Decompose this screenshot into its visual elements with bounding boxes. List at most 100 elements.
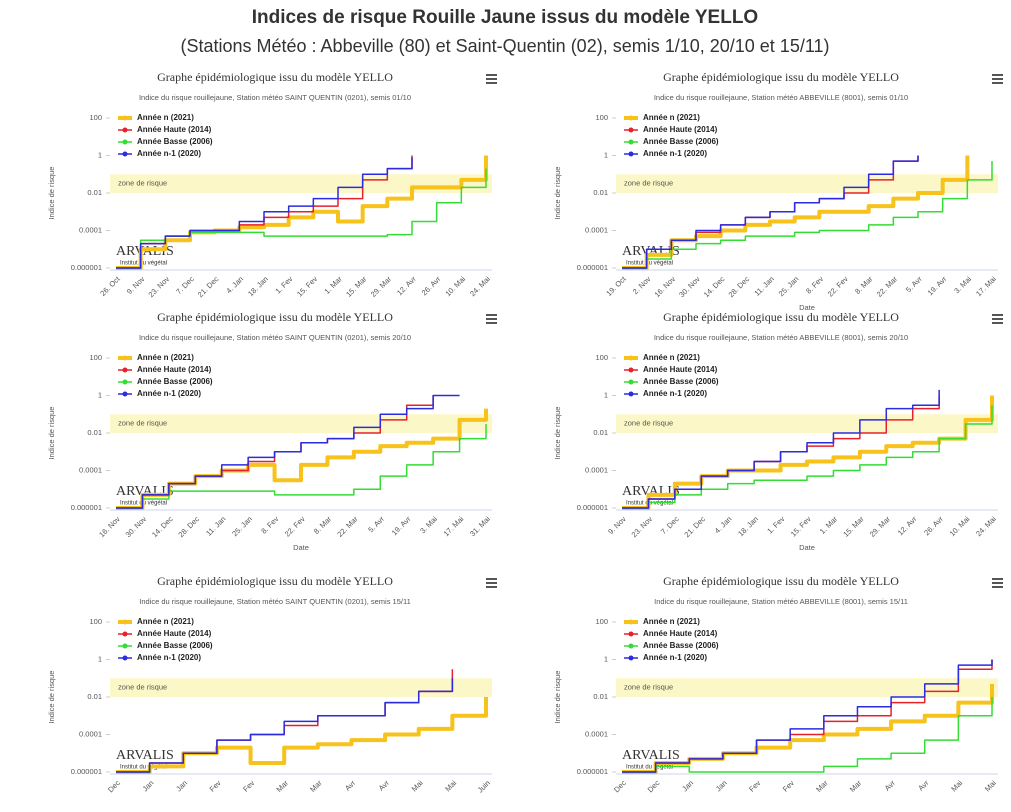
chart-subtitle: Indice du risque rouillejaune, Station m… [139,333,411,342]
x-tick-label: 4. Jan [713,514,734,535]
legend-marker [628,655,634,661]
series-line [116,155,488,270]
chart-panel: Graphe épidémiologique issu du modèle YE… [47,310,497,552]
y-tick-label: 100 [595,617,608,626]
legend-marker [122,151,128,157]
x-tick-label: 23. Nov [630,514,655,539]
menu-icon-bar [486,582,497,584]
y-tick-label: 0.000001 [577,767,608,776]
y-tick-label: 1 [604,654,608,663]
legend-label: Année Haute (2014) [137,365,212,374]
y-axis-title: Indice de risque [553,671,562,724]
legend-label: Année Haute (2014) [643,629,718,638]
x-tick-label: 30. Nov [124,514,149,539]
x-tick-label: Jan [174,778,189,793]
x-tick-label: 11. Jan [752,274,775,297]
risk-zone [616,678,998,697]
risk-zone [616,414,998,433]
logo-name: ARVALIS [622,484,680,499]
legend-label: Année n-1 (2020) [137,389,201,398]
series-line [116,678,454,773]
series-line [622,659,993,773]
menu-icon-bar [992,82,1003,84]
x-tick-label: 1. Mar [322,274,344,296]
legend-label: Année Haute (2014) [137,125,212,134]
x-tick-label: Fev [208,778,223,793]
x-tick-label: 19. Oct [604,274,628,298]
x-tick-label: 11. Jan [204,514,227,537]
menu-icon-bar [992,314,1003,316]
y-tick-label: 0.000001 [71,503,102,512]
legend-marker [122,655,128,661]
y-tick-label: 1 [98,150,102,159]
legend-marker [122,367,128,373]
x-tick-label: Mai [443,778,458,793]
legend-label: Année Haute (2014) [643,125,718,134]
x-tick-label: 19. Avr [390,514,413,537]
menu-icon-bar [486,78,497,80]
x-tick-label: 12. Avr [395,274,418,297]
x-tick-label: 25. Jan [230,514,254,538]
x-tick-label: 1. Mar [818,514,840,536]
y-tick-label: 0.000001 [577,263,608,272]
x-tick-label: Avr [883,778,898,793]
x-tick-label: Avr [916,778,931,793]
y-tick-label: 100 [89,113,102,122]
x-tick-label: 9. Nov [125,274,147,296]
menu-icon-bar [992,578,1003,580]
x-tick-label: 21. Dec [196,274,221,299]
x-tick-label: 14. Dec [150,514,175,539]
x-tick-label: 5. Avr [904,274,924,294]
x-tick-label: Dec [646,778,662,794]
legend-label: Année n-1 (2020) [643,149,707,158]
menu-icon-bar [992,78,1003,80]
x-tick-label: 22. Fev [283,514,307,538]
legend-marker [122,127,128,133]
legend-label: Année n (2021) [137,617,194,626]
x-tick-label: 17. Mai [442,514,466,538]
x-tick-label: 1. Fev [273,274,294,295]
menu-icon-bar [992,322,1003,324]
x-tick-label: 24. Mai [468,274,492,298]
series-line [622,405,993,509]
menu-icon-bar [486,586,497,588]
y-tick-label: 0.0001 [585,465,608,474]
x-tick-label: 15. Mar [841,514,866,539]
chart-panel: Graphe épidémiologique issu du modèle YE… [553,70,1003,312]
menu-icon-bar [992,74,1003,76]
menu-icon-bar [992,582,1003,584]
x-tick-label: Juin [476,778,492,794]
risk-zone-label: zone de risque [118,179,167,188]
legend-label: Année n (2021) [137,353,194,362]
chart-subtitle: Indice du risque rouillejaune, Station m… [654,93,908,102]
x-tick-label: 12. Avr [896,514,919,537]
logo-name: ARVALIS [116,484,174,499]
x-tick-label: Jan [714,778,729,793]
logo-name: ARVALIS [116,748,174,763]
x-tick-label: 3. Mai [952,274,973,295]
y-tick-label: 1 [604,390,608,399]
legend-label: Année Basse (2006) [643,377,719,386]
menu-icon-bar [486,322,497,324]
y-tick-label: 0.01 [87,428,102,437]
series-line [116,394,460,509]
legend-marker [122,355,128,361]
x-tick-label: 15. Mar [344,274,369,299]
menu-icon-bar [486,318,497,320]
y-tick-label: 0.000001 [71,263,102,272]
menu-icon-bar [486,82,497,84]
legend-marker [122,619,128,625]
legend-marker [628,151,634,157]
x-axis-title: Date [799,303,815,312]
y-tick-label: 0.0001 [585,225,608,234]
legend-label: Année Basse (2006) [137,377,213,386]
legend-marker [628,127,634,133]
x-tick-label: 25. Jan [777,274,801,298]
x-tick-label: 7. Dec [659,514,681,536]
legend-marker [628,643,634,649]
x-tick-label: 18. Jan [736,514,760,538]
legend-label: Année n-1 (2020) [643,653,707,662]
x-axis-title: Date [799,543,815,552]
legend-marker [628,391,634,397]
y-tick-label: 0.000001 [577,503,608,512]
